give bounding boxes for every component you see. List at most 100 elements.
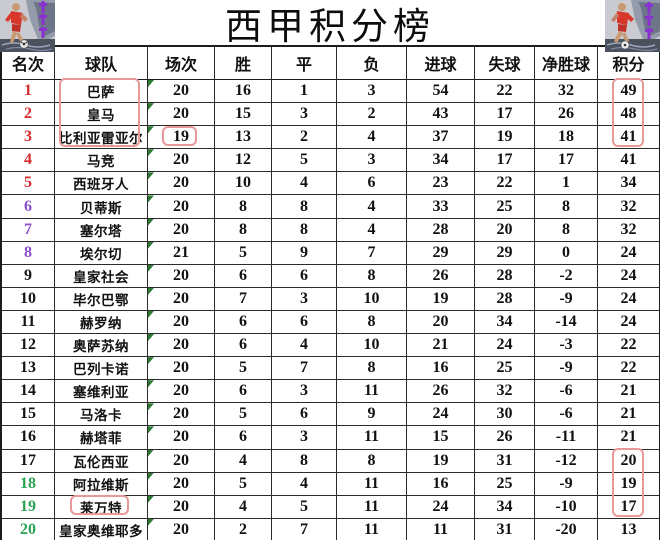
cell-played: 20 xyxy=(148,195,215,219)
excel-corner-marker-icon xyxy=(148,218,154,226)
col-header-goals-for: 进球 xyxy=(407,47,475,80)
col-header-draws: 平 xyxy=(272,47,337,80)
cell-rank: 20 xyxy=(2,518,55,540)
excel-corner-marker-icon xyxy=(148,472,154,480)
cell-losses: 3 xyxy=(337,149,407,173)
cell-team: 皇马 xyxy=(55,103,148,127)
cell-draws: 8 xyxy=(272,449,337,473)
cell-rank: 16 xyxy=(2,426,55,450)
cell-goals-for: 28 xyxy=(407,218,475,242)
cell-points: 21 xyxy=(598,380,659,404)
cell-goal-diff: -9 xyxy=(535,287,598,311)
col-header-wins: 胜 xyxy=(215,47,272,80)
excel-corner-marker-icon xyxy=(148,264,154,272)
cell-played: 20 xyxy=(148,380,215,404)
cell-points: 22 xyxy=(598,334,659,358)
cell-losses: 4 xyxy=(337,218,407,242)
cell-team: 毕尔巴鄂 xyxy=(55,287,148,311)
excel-corner-marker-icon xyxy=(148,172,154,180)
cell-goals-for: 37 xyxy=(407,126,475,150)
cell-wins: 4 xyxy=(215,495,272,519)
cell-points: 49 xyxy=(598,80,659,104)
cell-wins: 8 xyxy=(215,195,272,219)
cell-played: 21 xyxy=(148,241,215,265)
cell-goals-against: 28 xyxy=(475,287,535,311)
cell-goals-for: 16 xyxy=(407,357,475,381)
cell-goal-diff: -9 xyxy=(535,357,598,381)
cell-goals-against: 30 xyxy=(475,403,535,427)
col-header-rank: 名次 xyxy=(2,47,55,80)
cell-points: 32 xyxy=(598,218,659,242)
cell-losses: 3 xyxy=(337,80,407,104)
cell-goals-against: 26 xyxy=(475,426,535,450)
cell-goals-for: 20 xyxy=(407,310,475,335)
cell-rank: 8 xyxy=(2,241,55,265)
cell-wins: 15 xyxy=(215,103,272,127)
cell-goals-against: 34 xyxy=(475,310,535,335)
excel-corner-marker-icon xyxy=(148,403,154,411)
cell-draws: 7 xyxy=(272,518,337,540)
cell-goals-against: 19 xyxy=(475,126,535,150)
cell-team: 马竞 xyxy=(55,149,148,173)
cell-goals-against: 31 xyxy=(475,518,535,540)
cell-played: 20 xyxy=(148,310,215,335)
cell-played: 20 xyxy=(148,287,215,311)
cell-points: 24 xyxy=(598,264,659,288)
cell-goals-against: 17 xyxy=(475,103,535,127)
cell-losses: 8 xyxy=(337,310,407,335)
cell-points: 21 xyxy=(598,403,659,427)
cell-goals-against: 29 xyxy=(475,241,535,265)
cell-draws: 6 xyxy=(272,403,337,427)
cell-rank: 17 xyxy=(2,449,55,473)
cell-played: 19 xyxy=(148,126,215,150)
cell-points: 17 xyxy=(598,495,659,519)
col-header-goals-against: 失球 xyxy=(475,47,535,80)
cell-draws: 3 xyxy=(272,287,337,311)
cell-played: 20 xyxy=(148,518,215,540)
col-header-losses: 负 xyxy=(337,47,407,80)
cell-goal-diff: -10 xyxy=(535,495,598,519)
cell-draws: 3 xyxy=(272,380,337,404)
cell-wins: 2 xyxy=(215,518,272,540)
cell-goal-diff: -9 xyxy=(535,472,598,496)
cell-wins: 5 xyxy=(215,403,272,427)
cell-goals-for: 15 xyxy=(407,426,475,450)
cell-played: 20 xyxy=(148,403,215,427)
cell-goals-for: 26 xyxy=(407,264,475,288)
col-header-team: 球队 xyxy=(55,47,148,80)
cell-goals-against: 31 xyxy=(475,449,535,473)
excel-corner-marker-icon xyxy=(148,287,154,295)
cell-played: 20 xyxy=(148,172,215,196)
cell-rank: 4 xyxy=(2,149,55,173)
cell-losses: 7 xyxy=(337,241,407,265)
cell-goal-diff: -14 xyxy=(535,310,598,335)
cell-losses: 4 xyxy=(337,195,407,219)
cell-points: 21 xyxy=(598,426,659,450)
cell-points: 13 xyxy=(598,518,659,540)
cell-goals-for: 24 xyxy=(407,403,475,427)
cell-goals-for: 21 xyxy=(407,334,475,358)
excel-corner-marker-icon xyxy=(148,380,154,388)
cell-goals-against: 24 xyxy=(475,334,535,358)
cell-team: 阿拉维斯 xyxy=(55,472,148,496)
cell-losses: 11 xyxy=(337,495,407,519)
cell-draws: 8 xyxy=(272,195,337,219)
cell-played: 20 xyxy=(148,103,215,127)
cell-goals-for: 54 xyxy=(407,80,475,104)
cell-goal-diff: 0 xyxy=(535,241,598,265)
excel-corner-marker-icon xyxy=(148,357,154,365)
cell-team: 比利亚雷亚尔 xyxy=(55,126,148,150)
cell-losses: 9 xyxy=(337,403,407,427)
excel-corner-marker-icon xyxy=(148,126,154,134)
cell-goals-against: 25 xyxy=(475,195,535,219)
cell-goal-diff: -6 xyxy=(535,380,598,404)
cell-goals-against: 25 xyxy=(475,357,535,381)
cell-goals-for: 23 xyxy=(407,172,475,196)
cell-goal-diff: 8 xyxy=(535,195,598,219)
excel-corner-marker-icon xyxy=(148,310,154,318)
cell-goal-diff: 18 xyxy=(535,126,598,150)
cell-played: 20 xyxy=(148,449,215,473)
cell-rank: 6 xyxy=(2,195,55,219)
cell-wins: 6 xyxy=(215,426,272,450)
cell-goal-diff: -11 xyxy=(535,426,598,450)
